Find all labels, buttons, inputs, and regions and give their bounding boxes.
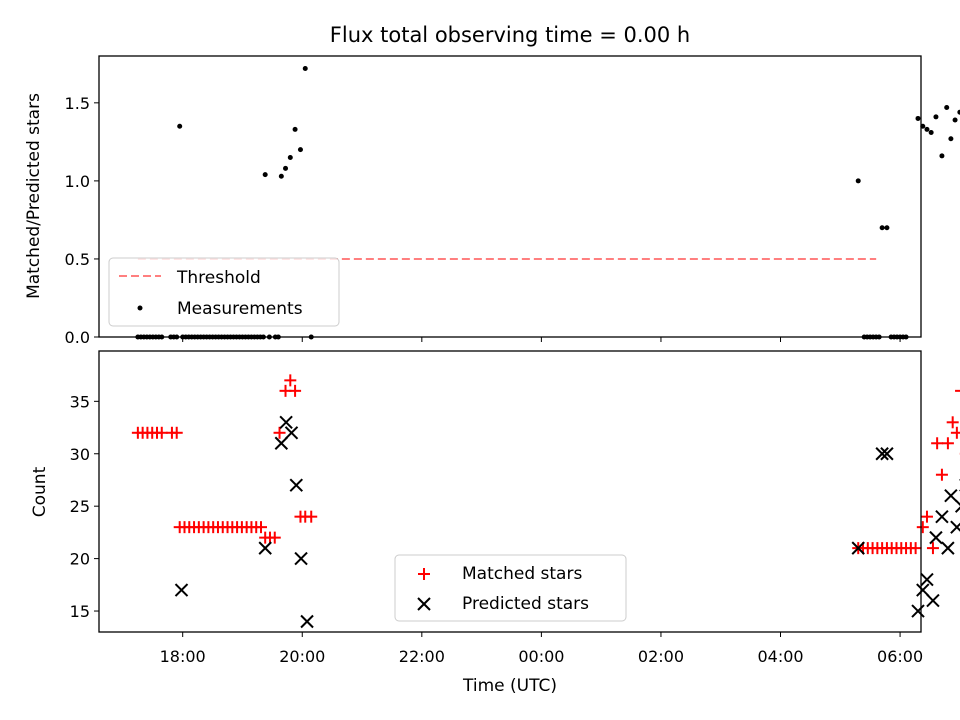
measurement-point (915, 115, 921, 121)
bottom-ytick-label: 35 (70, 392, 90, 411)
predicted-star-point (941, 541, 955, 555)
measurement-point (262, 172, 268, 178)
predicted-star-point (174, 583, 189, 597)
measurement-point (933, 114, 939, 120)
legend-measurements-swatch (137, 305, 143, 311)
predicted-star-point (929, 530, 943, 545)
predicted-star-point (880, 447, 894, 461)
measurement-point (944, 105, 950, 111)
top-ytick-label: 1.5 (65, 94, 90, 113)
measurement-point (287, 154, 293, 160)
bottom-xtick-label: 18:00 (160, 647, 206, 666)
measurement-point (879, 225, 885, 231)
matched-star-point (289, 384, 302, 397)
bottom-ytick-label: 15 (70, 602, 90, 621)
measurement-point (297, 147, 303, 153)
measurement-point (855, 178, 861, 184)
measurement-point (292, 126, 298, 132)
top-ytick-label: 0.5 (65, 250, 90, 269)
predicted-star-point (284, 426, 299, 440)
matched-star-point (950, 426, 960, 439)
bottom-xtick-label: 20:00 (279, 647, 325, 666)
predicted-star-point (954, 499, 960, 513)
predicted-star-point (916, 583, 930, 597)
measurement-point (177, 123, 183, 129)
predicted-star-point (289, 478, 303, 492)
matched-star-point (305, 510, 318, 523)
chart-title: Flux total observing time = 0.00 h (330, 23, 690, 47)
legend-matched-swatch (418, 568, 430, 580)
matched-star-point (916, 521, 929, 534)
bottom-ytick-label: 30 (70, 445, 90, 464)
matched-star-point (284, 374, 297, 387)
matched-star-point (268, 531, 281, 544)
predicted-star-point (851, 541, 865, 555)
predicted-star-point (258, 541, 272, 555)
matched-star-point (920, 510, 933, 523)
legend-matched-label: Matched stars (462, 564, 582, 584)
bottom-ytick-label: 20 (70, 550, 90, 569)
bottom-xtick-label: 06:00 (877, 647, 923, 666)
top-ylabel: Matched/Predicted stars (24, 93, 44, 299)
measurement-point (948, 136, 954, 142)
matched-star-point (273, 426, 286, 439)
bottom-ylabel: Count (30, 466, 50, 517)
measurement-point (884, 225, 890, 231)
matched-star-point (935, 468, 948, 481)
matched-star-point (946, 416, 959, 429)
predicted-star-point (911, 604, 925, 618)
top-ytick-label: 0.0 (65, 328, 90, 347)
matched-star-point (170, 426, 183, 439)
matched-star-point (955, 389, 960, 392)
bottom-xtick-label: 02:00 (638, 647, 684, 666)
measurement-point (928, 129, 934, 135)
predicted-star-point (279, 415, 293, 430)
predicted-star-point (300, 614, 314, 629)
predicted-star-point (935, 509, 949, 524)
measurement-point (952, 117, 958, 123)
top-legend: Threshold Measurements (108, 257, 340, 327)
bottom-xtick-label: 04:00 (757, 647, 803, 666)
matched-star-point (155, 426, 168, 439)
measurement-point (278, 173, 284, 179)
bottom-legend: Matched stars Predicted stars (394, 554, 627, 622)
bottom-xtick-label: 22:00 (399, 647, 445, 666)
legend-predicted-swatch (417, 597, 431, 611)
predicted-star-point (274, 436, 289, 450)
predicted-star-point (920, 572, 934, 587)
bottom-plot-area: 15 20 25 30 35 18:00 20:00 22:00 00:00 02:00 04:00… (70, 374, 960, 666)
measurement-point (939, 153, 945, 159)
matched-star-point (931, 437, 944, 450)
predicted-star-point (926, 593, 940, 608)
predicted-star-point (944, 488, 958, 503)
matched-star-point (255, 521, 268, 534)
bottom-axes-frame (98, 350, 922, 633)
measurement-point (283, 165, 289, 171)
measurement-point (302, 65, 308, 71)
predicted-star-point (294, 551, 308, 566)
legend-threshold-label: Threshold (176, 268, 261, 288)
measurement-point (957, 109, 960, 115)
matched-star-point (909, 542, 922, 555)
measurement-point (924, 126, 930, 132)
xlabel: Time (UTC) (462, 676, 557, 696)
bottom-xtick-label: 00:00 (518, 647, 564, 666)
predicted-star-point (950, 520, 960, 534)
legend-predicted-label: Predicted stars (462, 594, 589, 614)
matched-star-point (926, 542, 939, 555)
bottom-ytick-label: 25 (70, 497, 90, 516)
top-ytick-label: 1.0 (65, 172, 90, 191)
predicted-star-point (875, 447, 889, 461)
legend-measurements-label: Measurements (177, 299, 303, 319)
top-axes-frame (98, 55, 922, 338)
matched-star-point (941, 437, 954, 450)
